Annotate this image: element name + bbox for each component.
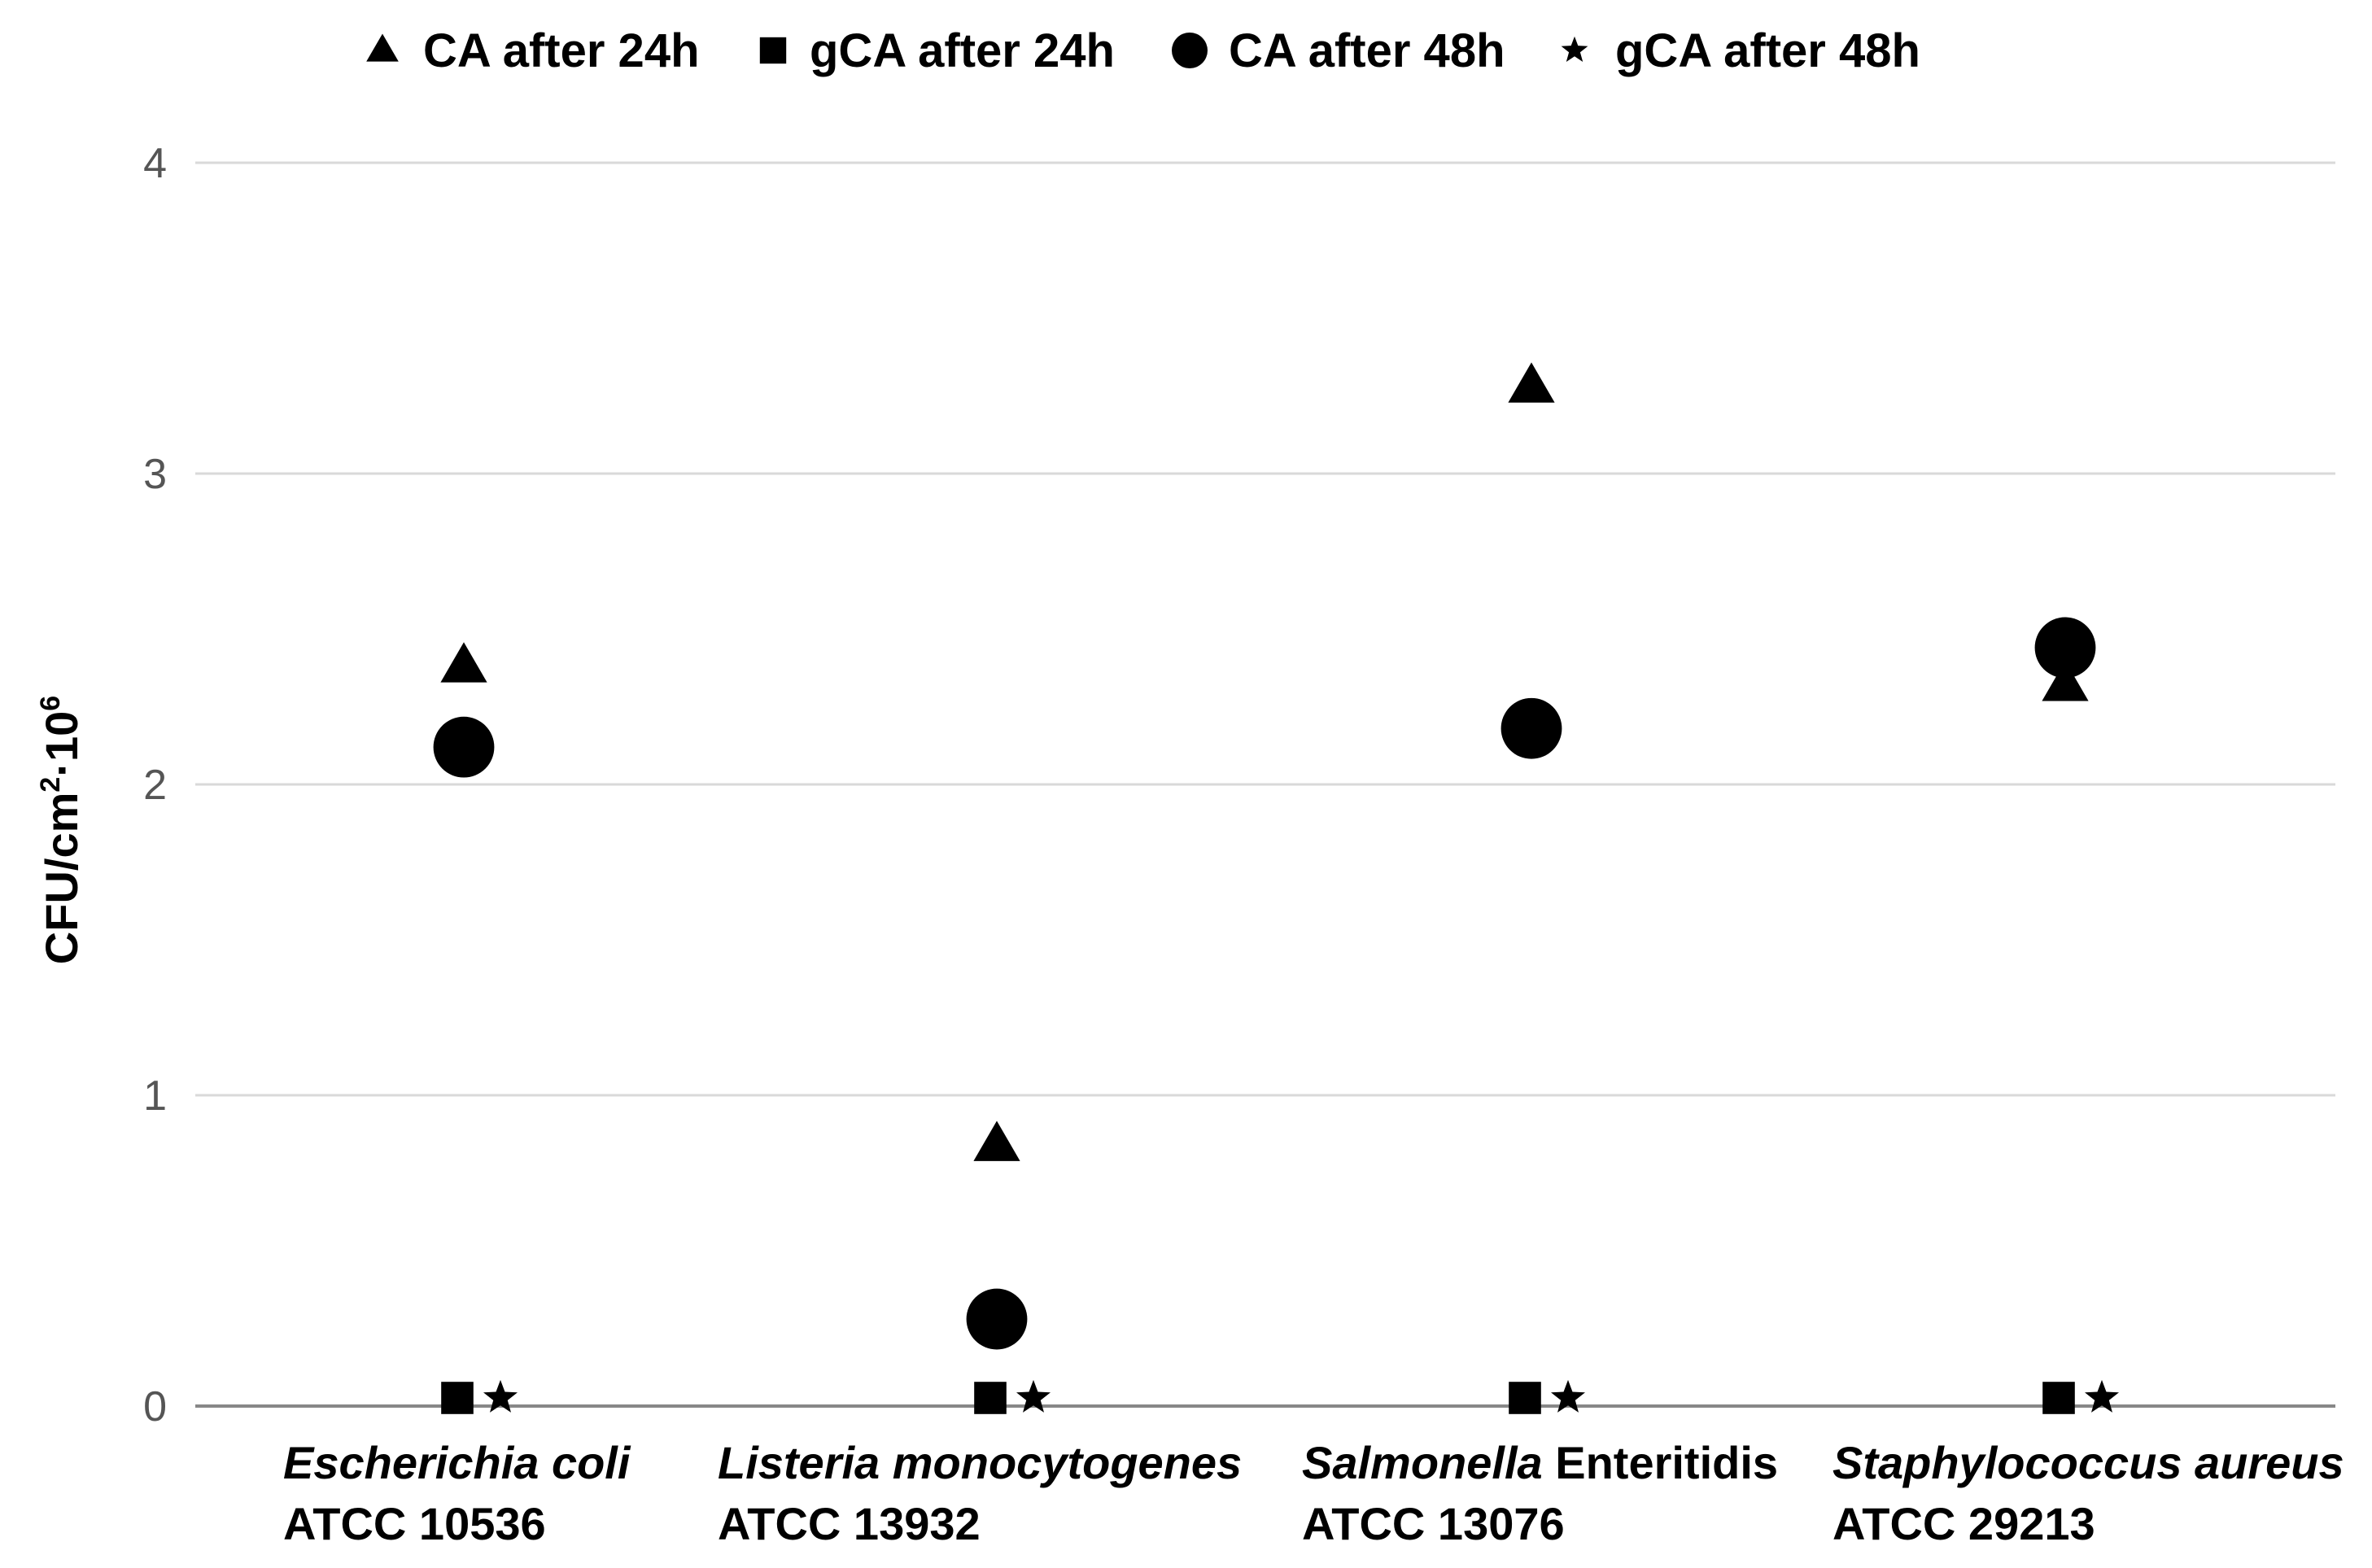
point-circle-1	[966, 1288, 1028, 1350]
legend-label-0: CA after 24h	[423, 24, 700, 77]
y-axis-label: CFU/cm2·106	[35, 696, 87, 964]
point-star-2	[1551, 1379, 1585, 1413]
y-axis-label-sup2: 6	[35, 696, 66, 711]
x-category-name: Escherichia coli	[283, 1437, 631, 1488]
x-category-name: Salmonella Enteritidis	[1302, 1437, 1778, 1488]
legend-star-icon	[1561, 36, 1588, 62]
point-circle-0	[433, 716, 495, 778]
y-tick-label-4: 4	[143, 140, 167, 187]
legend-label-3: gCA after 48h	[1615, 24, 1920, 77]
y-axis-label-sup1: 2	[35, 777, 66, 793]
point-square-3	[2042, 1382, 2075, 1414]
legend-label-1: gCA after 24h	[810, 24, 1115, 77]
x-category-name-italic: Staphylococcus aureus	[1833, 1437, 2344, 1488]
y-axis-label-base: 10	[36, 711, 87, 762]
x-category-label-0: Escherichia coli ATCC 10536	[283, 1437, 631, 1549]
x-category-name-plain: Enteritidis	[1543, 1437, 1778, 1488]
legend-circle-icon	[1172, 33, 1208, 68]
y-tick-label-2: 2	[143, 762, 167, 809]
x-category-strain: ATCC 29213	[1833, 1498, 2095, 1549]
x-category-strain: ATCC 13932	[718, 1498, 981, 1549]
point-star-3	[2085, 1379, 2119, 1413]
point-triangle-1	[973, 1120, 1020, 1161]
point-square-2	[1509, 1382, 1541, 1414]
y-tick-label-0: 0	[143, 1383, 167, 1430]
point-square-0	[441, 1382, 474, 1414]
grid-layer	[195, 161, 2335, 1097]
x-category-name-italic: Listeria monocytogenes	[718, 1437, 1242, 1488]
point-square-1	[974, 1382, 1007, 1414]
x-category-strain: ATCC 13076	[1302, 1498, 1565, 1549]
marks-layer	[433, 362, 2119, 1414]
x-category-strain: ATCC 10536	[283, 1498, 546, 1549]
y-tick-label-3: 3	[143, 451, 167, 498]
legend: CA after 24h gCA after 24h CA after 48h gCA…	[366, 24, 1920, 77]
point-triangle-2	[1508, 362, 1555, 403]
point-triangle-3	[2042, 661, 2089, 701]
point-circle-3	[2034, 617, 2096, 679]
x-category-name: Listeria monocytogenes	[718, 1437, 1242, 1488]
axis-layer: 0 1 2 3 4	[143, 140, 2335, 1430]
x-category-name-italic: Escherichia coli	[283, 1437, 631, 1488]
x-category-label-2: Salmonella Enteritidis ATCC 13076	[1302, 1437, 1778, 1549]
y-tick-label-1: 1	[143, 1072, 167, 1120]
legend-label-2: CA after 48h	[1229, 24, 1505, 77]
point-star-1	[1016, 1379, 1051, 1413]
x-category-label-1: Listeria monocytogenes ATCC 13932	[718, 1437, 1242, 1549]
x-category-name: Staphylococcus aureus	[1833, 1437, 2344, 1488]
legend-item-0: CA after 24h	[366, 24, 700, 77]
legend-square-icon	[759, 37, 787, 64]
y-axis-label-sep: ·	[36, 762, 87, 777]
legend-item-2: CA after 48h	[1172, 24, 1505, 77]
y-axis-label-text: CFU/cm	[36, 793, 87, 965]
x-category-name-italic: Salmonella	[1302, 1437, 1543, 1488]
legend-item-3: gCA after 48h	[1561, 24, 1920, 77]
legend-item-1: gCA after 24h	[759, 24, 1115, 77]
legend-triangle-icon	[366, 33, 399, 62]
x-axis-labels: Escherichia coli ATCC 10536 Listeria monoc…	[283, 1437, 2344, 1549]
point-circle-2	[1501, 697, 1562, 759]
x-category-label-3: Staphylococcus aureus ATCC 29213	[1833, 1437, 2344, 1549]
point-triangle-0	[440, 642, 487, 683]
point-star-0	[483, 1379, 518, 1413]
